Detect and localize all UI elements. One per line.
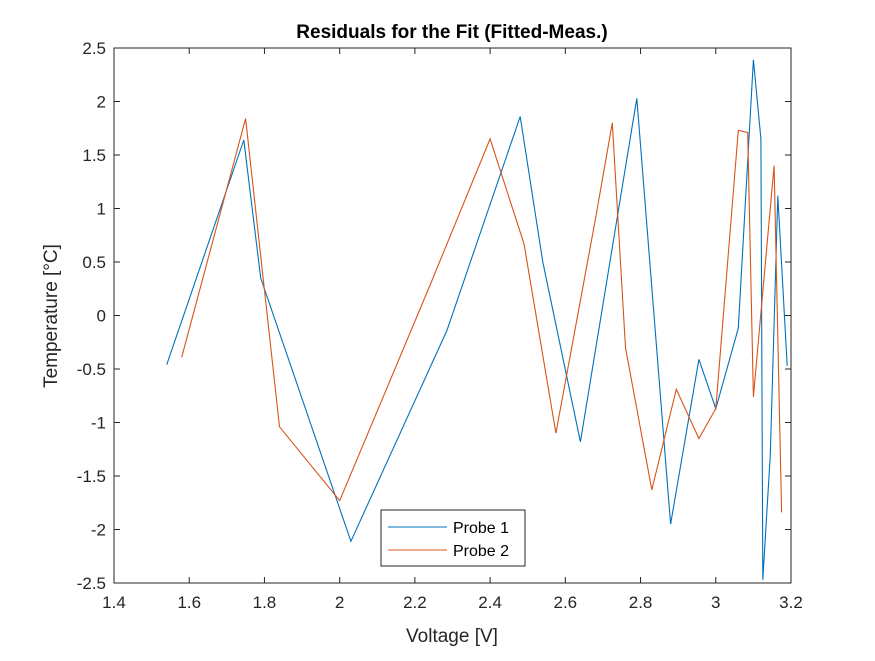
y-tick-label: -1 xyxy=(91,414,106,433)
y-tick-label: 1.5 xyxy=(82,146,106,165)
x-tick-label: 1.4 xyxy=(102,593,126,612)
x-tick-label: 2 xyxy=(335,593,344,612)
legend: Probe 1 Probe 2 xyxy=(380,509,526,567)
x-tick-label: 3 xyxy=(711,593,720,612)
x-tick-label: 1.6 xyxy=(177,593,201,612)
y-tick-label: 1 xyxy=(97,200,106,219)
y-tick-label: -1.5 xyxy=(77,467,106,486)
x-tick-label: 2.8 xyxy=(629,593,653,612)
y-axis-ticks: 2.5 2 1.5 1 0.5 0 -0.5 -1 -1.5 -2 -2.5 xyxy=(77,39,791,593)
x-tick-label: 2.2 xyxy=(403,593,427,612)
series-line-probe-1 xyxy=(166,59,788,580)
x-axis-label: Voltage [V] xyxy=(406,626,498,647)
y-tick-label: 2 xyxy=(97,93,106,112)
chart-title: Residuals for the Fit (Fitted-Meas.) xyxy=(296,22,607,43)
y-tick-label: -0.5 xyxy=(77,360,106,379)
y-tick-label: 2.5 xyxy=(82,39,106,58)
series-layer xyxy=(166,59,788,580)
y-tick-label: 0.5 xyxy=(82,253,106,272)
y-tick-label: -2.5 xyxy=(77,574,106,593)
legend-label-probe-1: Probe 1 xyxy=(453,520,509,537)
x-tick-label: 2.6 xyxy=(554,593,578,612)
y-tick-label: 0 xyxy=(97,307,106,326)
legend-label-probe-2: Probe 2 xyxy=(453,543,509,560)
series-line-probe-2 xyxy=(181,118,783,513)
x-tick-label: 1.8 xyxy=(253,593,277,612)
x-tick-label: 3.2 xyxy=(779,593,803,612)
legend-box xyxy=(380,509,526,567)
y-axis-label: Temperature [°C] xyxy=(41,244,62,388)
x-tick-label: 2.4 xyxy=(478,593,502,612)
x-axis-ticks: 1.4 1.6 1.8 2 2.2 2.4 2.6 2.8 3 3.2 xyxy=(102,48,803,612)
y-tick-label: -2 xyxy=(91,521,106,540)
